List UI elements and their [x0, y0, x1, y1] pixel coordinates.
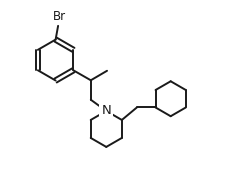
Text: Br: Br	[53, 10, 66, 23]
Text: N: N	[101, 105, 111, 117]
